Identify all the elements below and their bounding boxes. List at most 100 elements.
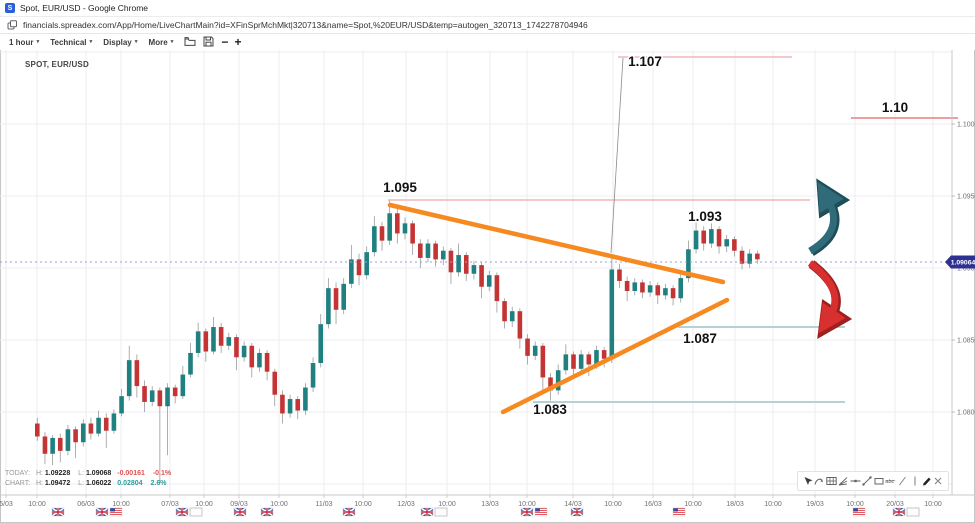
vertical-line-tool-icon[interactable] (909, 475, 920, 487)
time-axis-label[interactable]: 10:00 (764, 501, 782, 508)
candle-body (502, 301, 507, 322)
time-axis-label[interactable]: 10:00 (604, 501, 622, 508)
uk-flag-icon[interactable] (342, 507, 356, 517)
pencil-tool-icon[interactable] (921, 475, 932, 487)
uk-flag-icon[interactable] (570, 507, 584, 517)
callout-line (610, 57, 624, 254)
time-axis-label[interactable]: 10:00 (924, 501, 942, 508)
url-text[interactable]: financials.spreadex.com/App/Home/LiveCha… (23, 20, 588, 30)
time-axis-label[interactable]: 19/03 (806, 501, 824, 508)
candle-body (103, 417, 109, 431)
time-axis-label[interactable]: 10:00 (28, 501, 46, 508)
display-dropdown[interactable]: Display ▾ (103, 38, 137, 47)
time-axis-label[interactable]: 10:00 (684, 501, 702, 508)
candle-body (165, 387, 170, 407)
timeframe-dropdown[interactable]: 1 hour ▾ (9, 38, 39, 47)
time-axis-label[interactable]: 10:00 (195, 501, 213, 508)
uk-flag-icon[interactable] (175, 507, 189, 517)
time-axis-label[interactable]: 11/03 (316, 501, 333, 508)
time-axis-label[interactable]: 13/03 (481, 501, 499, 508)
curve-tool-icon[interactable] (814, 475, 825, 487)
zoom-out-button[interactable]: − (221, 36, 228, 48)
text-tool-icon[interactable]: abc (885, 475, 896, 487)
more-dropdown[interactable]: More ▾ (149, 38, 174, 47)
time-axis-label[interactable]: 18/03 (726, 501, 744, 508)
candle-body (663, 288, 668, 296)
candle-body (540, 345, 546, 378)
us-flag-icon[interactable] (534, 507, 548, 517)
plain-flag-icon[interactable] (434, 507, 448, 517)
close-toolbar-icon[interactable] (933, 475, 944, 487)
today-change-value: -0.00161 (117, 470, 145, 477)
time-axis-label[interactable]: 16/03 (644, 501, 662, 508)
plain-flag-icon[interactable] (906, 507, 920, 517)
plus-icon: + (234, 35, 242, 49)
window-titlebar[interactable]: S Spot, EUR/USD - Google Chrome (0, 0, 975, 17)
ray-tool-icon[interactable] (897, 475, 908, 487)
current-price-tag (945, 255, 975, 269)
annotation-price-label[interactable]: 1.10 (880, 99, 909, 117)
candle-body (486, 275, 492, 287)
uk-flag-icon[interactable] (520, 507, 534, 517)
time-axis-label[interactable]: 10:00 (846, 501, 864, 508)
uk-flag-icon[interactable] (260, 507, 274, 517)
trendline-tool-icon[interactable] (862, 475, 873, 487)
us-flag-icon[interactable] (109, 507, 123, 517)
tab-switcher-icon[interactable] (7, 20, 17, 30)
time-axis-label[interactable]: 10:00 (438, 501, 456, 508)
candle-body (295, 399, 301, 411)
url-bar[interactable]: financials.spreadex.com/App/Home/LiveCha… (0, 17, 975, 34)
cursor-tool-icon[interactable] (802, 475, 813, 487)
us-flag-icon[interactable] (852, 507, 866, 517)
plain-flag-icon[interactable] (189, 507, 203, 517)
price-axis-label[interactable]: 1.09000 (957, 266, 975, 273)
annotation-price-label[interactable]: 1.083 (532, 401, 569, 419)
grid-tool-icon[interactable] (826, 475, 837, 487)
trendline-descending[interactable] (387, 202, 726, 285)
bearish-arrow[interactable] (807, 260, 846, 334)
candle-body (418, 243, 423, 258)
fan-lines-tool-icon[interactable] (838, 475, 849, 487)
us-flag-icon[interactable] (672, 507, 686, 517)
candle-body (180, 374, 186, 397)
time-axis-label[interactable]: 20/03 (886, 501, 904, 508)
horizontal-line-tool-icon[interactable] (850, 475, 861, 487)
price-axis-label[interactable]: 1.10000 (957, 122, 975, 129)
price-axis-label[interactable]: 1.08000 (957, 410, 975, 417)
save-chart-button[interactable] (203, 35, 214, 50)
uk-flag-icon[interactable] (51, 507, 65, 517)
uk-flag-icon[interactable] (233, 507, 247, 517)
candlestick-chart-canvas[interactable]: 1.107 1.10 1.095 1.093 1.087 1.083 1.10000 1.09… (0, 50, 975, 523)
price-axis-label[interactable]: 1.09500 (957, 194, 975, 201)
annotation-price-label[interactable]: 1.087 (682, 330, 719, 348)
time-axis-label[interactable]: 12/03 (397, 501, 415, 508)
candle-body (65, 429, 71, 451)
time-axis-label[interactable]: 10:00 (354, 501, 372, 508)
time-axis-label[interactable]: 14/03 (564, 501, 582, 508)
candle-body (739, 250, 745, 264)
time-axis-label[interactable]: 10:00 (112, 501, 130, 508)
high-label: H: (35, 470, 43, 477)
uk-flag-icon[interactable] (420, 507, 434, 517)
time-axis-label[interactable]: 09/03 (230, 501, 248, 508)
time-axis-label[interactable]: 06/03 (77, 501, 95, 508)
rectangle-tool-icon[interactable] (873, 475, 884, 487)
uk-flag-icon[interactable] (892, 507, 906, 517)
time-axis-label[interactable]: 5/03 (0, 501, 13, 508)
candle-body (226, 337, 232, 346)
annotation-price-label[interactable]: 1.095 (382, 179, 419, 197)
open-chart-button[interactable] (184, 35, 196, 50)
annotation-price-label[interactable]: 1.093 (687, 208, 724, 226)
time-axis-label[interactable]: 10:00 (270, 501, 288, 508)
time-axis-label[interactable]: 07/03 (161, 501, 179, 508)
time-axis-label[interactable]: 10:00 (518, 501, 536, 508)
candle-body (563, 354, 569, 371)
annotation-price-label[interactable]: 1.107 (627, 53, 664, 71)
candle-body (203, 331, 209, 352)
uk-flag-icon[interactable] (95, 507, 109, 517)
bullish-arrow[interactable] (808, 181, 844, 255)
technical-dropdown[interactable]: Technical ▾ (50, 38, 92, 47)
trendline-ascending[interactable] (500, 297, 730, 415)
zoom-in-button[interactable]: + (234, 35, 242, 49)
price-axis-label[interactable]: 1.08500 (957, 338, 975, 345)
